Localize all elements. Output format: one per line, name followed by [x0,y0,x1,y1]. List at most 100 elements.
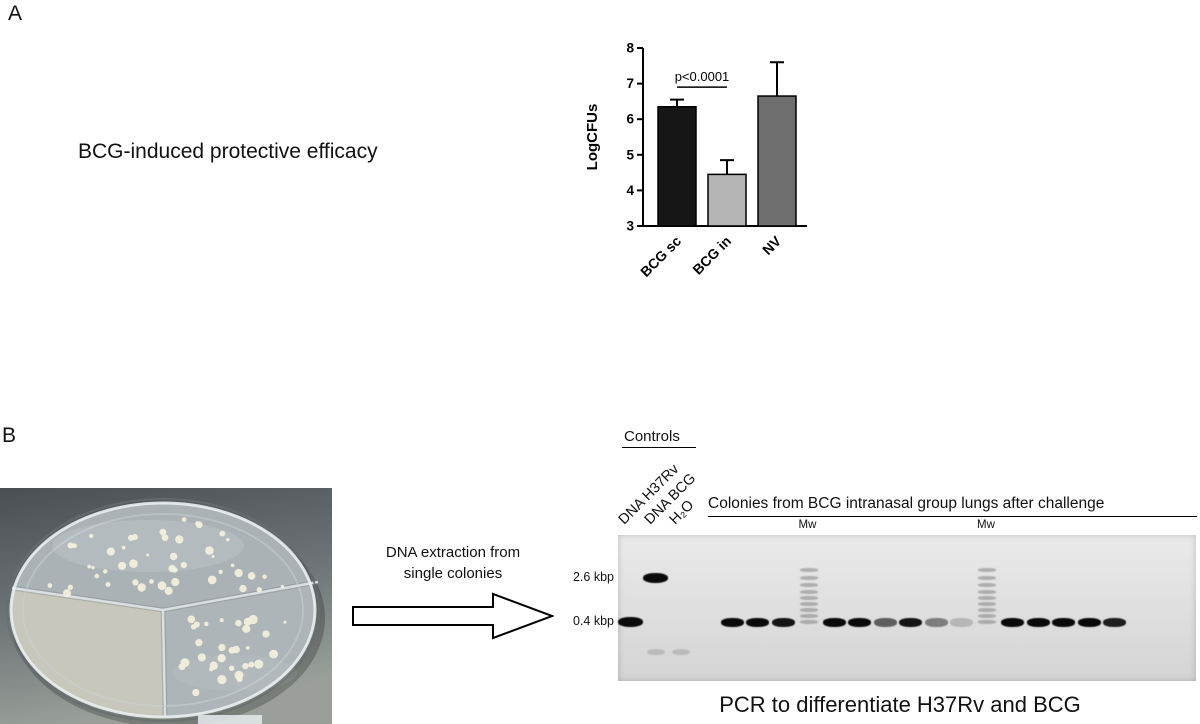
y-tick-label: 4 [626,183,634,198]
right-block-arrow-icon [352,592,554,640]
colony-dot [169,552,178,561]
colony-dot [105,582,111,587]
colony-dot [211,554,215,559]
mw-ladder-band [799,608,818,612]
y-tick-label: 3 [626,219,634,234]
gel-electrophoresis-image [617,535,1196,681]
colony-dot [187,615,196,624]
y-tick-label: 8 [626,41,634,56]
colony-dot [180,658,190,668]
colony-dot [226,538,230,542]
mw-ladder-band [978,568,996,572]
colony-dot [129,559,138,568]
petri-dish-photo [0,488,332,724]
y-tick-label: 6 [626,112,634,127]
pcr-band-0-4kbp [1052,617,1075,627]
colony-dot [237,673,241,677]
pcr-band-0-4kbp [822,617,846,627]
mw-ladder-band [799,614,818,618]
mw-ladder-band [799,568,818,572]
colony-dot [239,584,247,593]
colony-dot [195,521,203,529]
bar-0 [657,105,697,227]
colony-dot [245,646,250,650]
colony-dot [207,575,217,585]
colony-dot [219,618,224,623]
colony-dot [168,564,176,573]
mw-ladder-band [799,583,818,587]
pcr-band-0-4kbp [1026,617,1050,627]
pcr-band-0-4kbp [1001,617,1024,627]
mw-ladder-band [978,583,996,587]
panel-b-caption: PCR to differentiate H37Rv and BCG [719,692,1081,717]
colony-dot [217,654,226,663]
colony-dot [164,586,173,595]
colony-dot [232,645,240,654]
colony-dot [283,620,287,624]
mw-ladder-band [799,590,818,594]
mw-ladder-band [978,602,996,606]
gel-colonies-heading: Colonies from BCG intranasal group lungs… [708,495,1197,517]
colony-dot [192,688,200,697]
colony-dot [204,621,209,627]
mw-ladder-band [978,608,996,612]
colony-dot [47,583,53,588]
colony-dot [254,659,264,669]
colony-dot [137,583,146,592]
mw-ladder-band [799,596,818,600]
mw-ladder-band [978,590,996,594]
pcr-band-0-4kbp [771,617,795,627]
x-category-label: BCG in [689,233,734,278]
colony-dot [175,535,184,544]
colony-dot [262,574,267,579]
mw-ladder-band [978,576,996,580]
colony-dot [218,569,223,575]
dish-outer-edge [6,498,320,722]
pcr-band-0-4kbp [950,617,973,627]
pcr-band-0-4kbp [617,617,643,627]
pcr-band-0-4kbp [1077,617,1101,627]
pcr-band-0-4kbp [746,617,769,627]
colony-dot [272,650,278,655]
mw-ladder-band [978,620,996,624]
colony-dot [121,545,126,550]
colony-dot [235,619,242,627]
y-axis-title: LogCFUs [584,104,601,171]
arrow-label: DNA extraction from single colonies [385,544,521,582]
colony-dot [262,630,270,638]
colony-dot [87,564,91,569]
colony-dot [195,639,203,647]
colony-dot [205,546,214,555]
dish-label-strip [198,715,262,724]
colony-dot [91,565,95,570]
panel-b-label: B [2,424,17,447]
bacterial-colonies [47,517,287,697]
colony-dot [247,572,256,580]
x-category-label: BCG sc [637,233,684,280]
bar-2 [757,95,797,227]
colony-dot [118,561,127,570]
gel-size-marker-0-4kbp: 0.4 kbp [572,614,614,628]
pcr-band-0-4kbp [924,617,948,627]
colony-dot [62,589,72,598]
petri-dish-illustration [0,488,332,724]
colony-dot [197,653,206,662]
colony-dot [219,530,226,537]
colony-dot [256,587,262,593]
colony-dot [103,569,108,574]
colony-dot [132,579,139,586]
colony-dot [159,528,167,536]
mw-ladder-band [978,614,996,618]
colony-dot [67,584,73,591]
colony-dot [161,534,169,541]
sector-dividers [11,579,319,717]
colony-dot [230,563,235,568]
gel-controls-heading: Controls [622,428,696,448]
gel-size-marker-2-6kbp: 2.6 kbp [572,570,614,584]
colony-dot [234,568,243,578]
colony-dot [193,621,200,628]
mw-ladder-band [799,620,818,624]
colony-dot [209,667,214,672]
dish-rim [9,501,317,719]
